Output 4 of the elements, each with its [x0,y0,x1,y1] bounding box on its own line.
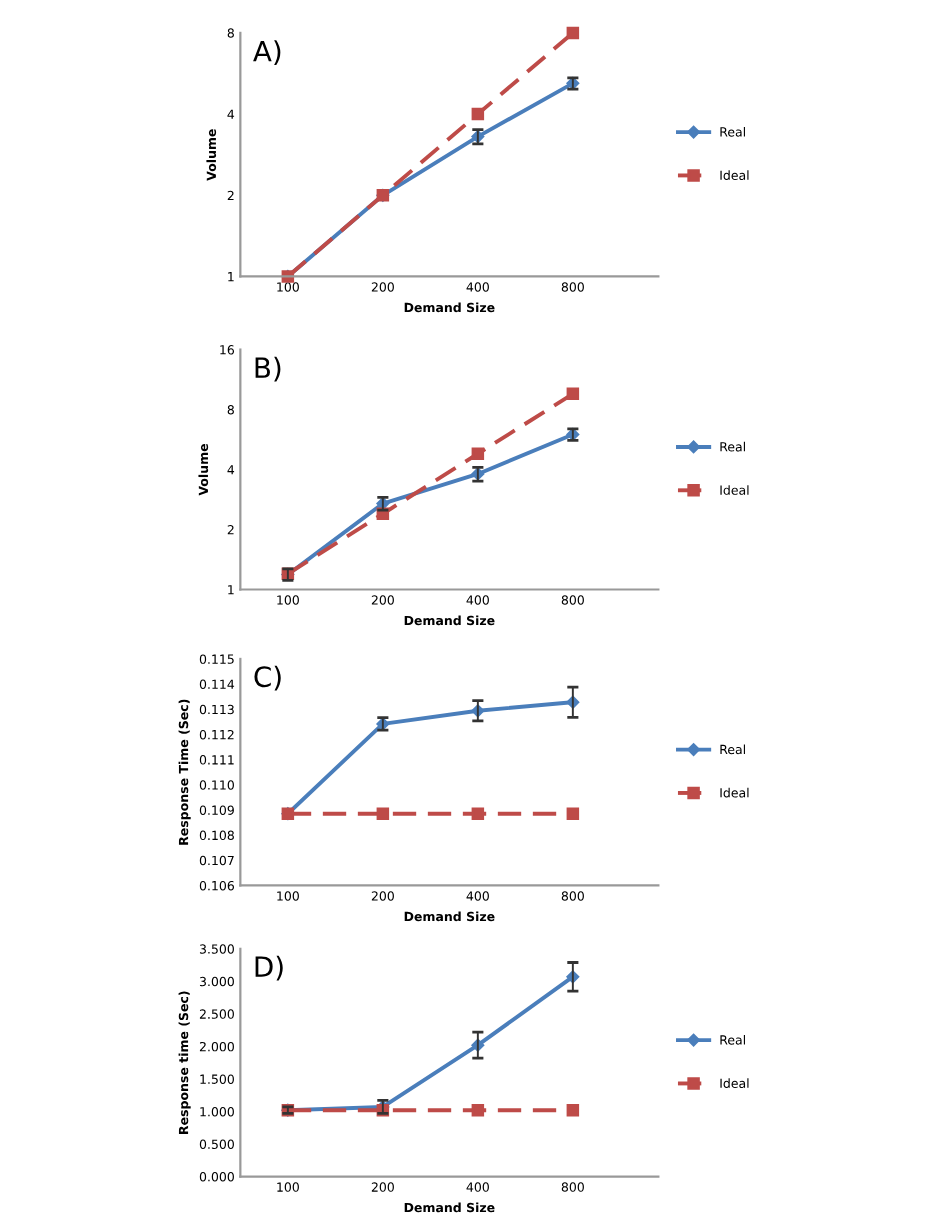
annotation: B) [255,356,281,382]
annotation: D) [255,955,283,981]
annotation: C) [254,665,281,691]
annotation: A) [253,40,281,65]
